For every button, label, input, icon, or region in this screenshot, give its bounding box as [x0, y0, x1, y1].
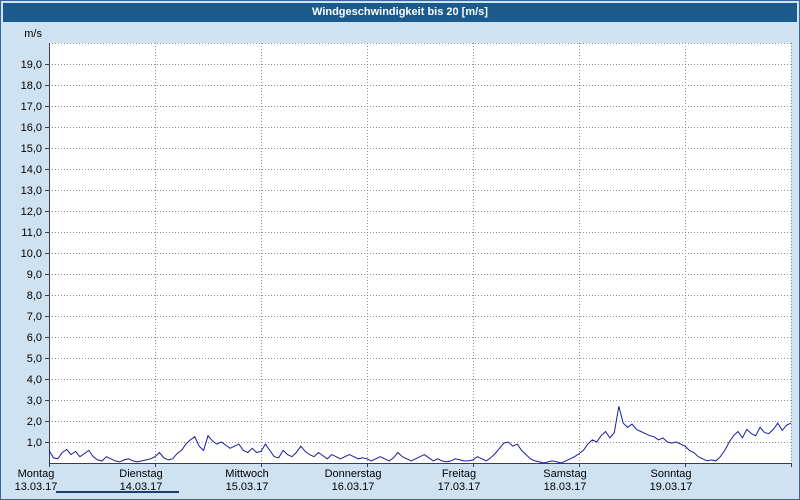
y-tick-label: 10,0 [21, 248, 42, 260]
y-tick-label: 14,0 [21, 164, 42, 176]
y-tick-label: 6,0 [27, 332, 42, 344]
x-day-name: Donnerstag [325, 468, 382, 480]
y-tick-labels: 19,0 18,0 17,0 16,0 15,0 14,0 13,0 12,0 11,0 10,0… [21, 28, 43, 449]
y-tick-label: 16,0 [21, 122, 42, 134]
y-tick-label: 2,0 [27, 416, 42, 428]
x-day-date: 16.03.17 [332, 481, 375, 493]
h-scrollbar-thumb[interactable] [56, 491, 179, 493]
x-day-date: 13.03.17 [15, 481, 58, 493]
y-tick-label: 13,0 [21, 185, 42, 197]
x-day-date: 18.03.17 [544, 481, 587, 493]
x-day-date: 14.03.17 [120, 481, 163, 493]
x-day-name: Sonntag [651, 468, 692, 480]
x-day-date: 15.03.17 [226, 481, 269, 493]
y-axis-unit-label: m/s [24, 28, 42, 40]
x-day-date: 17.03.17 [438, 481, 481, 493]
x-day-name: Samstag [543, 468, 586, 480]
x-day-name: Mittwoch [225, 468, 268, 480]
wind-speed-line [48, 406, 792, 464]
axes [45, 43, 792, 467]
y-tick-label: 9,0 [27, 269, 42, 281]
y-tick-label: 17,0 [21, 101, 42, 113]
y-tick-label: 3,0 [27, 395, 42, 407]
y-tick-label: 5,0 [27, 353, 42, 365]
chart-title: Windgeschwindigkeit bis 20 [m/s] [312, 6, 488, 18]
y-tick-label: 11,0 [21, 227, 42, 239]
x-day-name: Dienstag [119, 468, 162, 480]
y-tick-label: 18,0 [21, 80, 42, 92]
x-day-date: 19.03.17 [650, 481, 693, 493]
y-tick-label: 1,0 [27, 437, 42, 449]
grid-lines [49, 43, 792, 463]
y-tick-label: 7,0 [27, 311, 42, 323]
x-day-name: Montag [18, 468, 55, 480]
y-tick-label: 8,0 [27, 290, 42, 302]
y-tick-label: 15,0 [21, 143, 42, 155]
x-day-name: Freitag [442, 468, 476, 480]
chart-title-bar: Windgeschwindigkeit bis 20 [m/s] [3, 3, 797, 22]
y-tick-label: 19,0 [21, 59, 42, 71]
y-tick-label: 4,0 [27, 374, 42, 386]
y-tick-label: 12,0 [21, 206, 42, 218]
